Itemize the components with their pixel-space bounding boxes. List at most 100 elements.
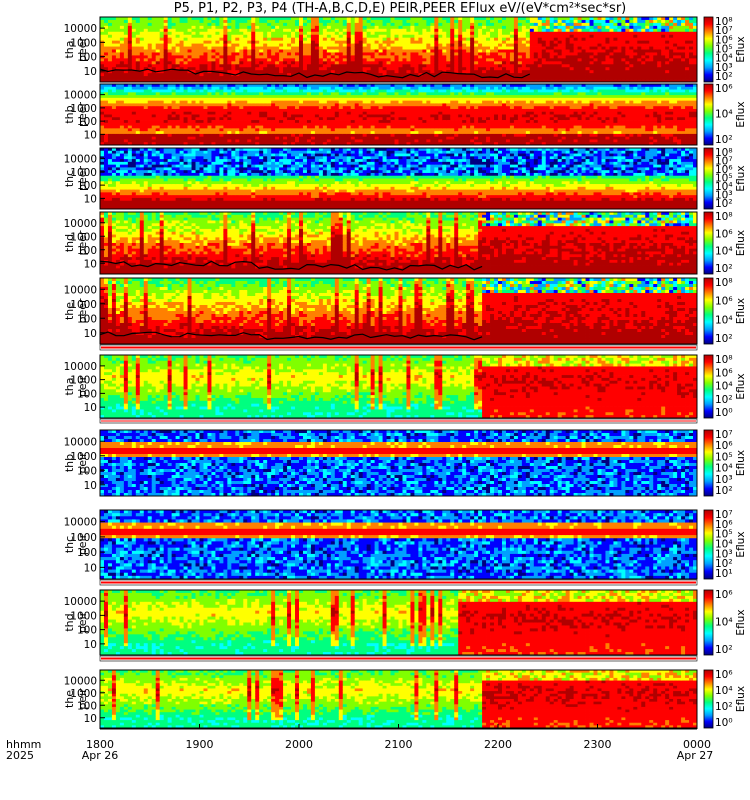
colorbar-tick-label: 10³ [715,62,733,74]
colorbar-label: Eflux [735,36,747,62]
y-tick-label: 1000 [70,610,97,622]
y-tick-label: 1000 [70,167,97,179]
colorbar-tick-label: 10⁴ [715,617,733,629]
panel-species-label: peer [76,230,89,256]
x-tick-label: 2100 [385,738,413,751]
panel-frame [99,277,698,345]
spectrogram-panel-thb-peir: thb peir 10000 1000 100 10 10⁷10⁶10⁵10⁴10³10²E… [63,429,747,497]
colorbar [703,589,714,656]
panel-frame [99,16,698,83]
colorbar-tick-label: 10¹ [715,568,733,580]
x-tick-label: 1800 [86,738,114,751]
colorbar-tick-label: 10⁶ [715,440,733,452]
colorbar-tick-label: 10⁸ [715,277,733,289]
colorbar-tick-label: 10⁶ [715,164,733,176]
colorbar [703,509,714,580]
colorbar-tick-label: 10³ [715,190,733,202]
panel-probe-label: thc [63,170,76,187]
colorbar-tick-label: 10² [715,263,733,275]
colorbar-tick-label: 10⁸ [715,211,733,223]
colorbar-label: Eflux [735,298,747,324]
panel-probe-label: tha [63,377,76,395]
y-tick-label: 10000 [64,154,97,166]
colorbar-tick-label: 10⁰ [715,407,733,419]
colorbar-tick-label: 10⁶ [715,296,733,308]
colorbar-tick-label: 10⁵ [715,44,733,56]
y-tick-label: 10000 [64,218,97,230]
panel-species-label: peir [76,452,89,474]
colorbar-tick-label: 10⁸ [715,147,733,159]
colorbar-tick-label: 10² [715,485,733,497]
y-tick-label: 100 [77,465,97,477]
panel-species-label: peir [76,533,89,555]
colorbar-tick-label: 10⁶ [715,83,733,95]
colorbar-tick-label: 10² [715,333,733,345]
y-tick-label: 100 [77,52,97,64]
y-tick-label: 1000 [70,299,97,311]
colorbar-tick-label: 10⁰ [715,717,733,729]
colorbar-label: Eflux [735,373,747,399]
x-tick-label: 0000 [683,738,711,751]
panel-probe-label: thd [63,234,76,252]
y-tick-label: 10 [84,129,97,141]
colorbar-tick-label: 10⁴ [715,314,733,326]
y-tick-label: 10 [84,258,97,270]
colorbar-tick-label: 10⁷ [715,509,733,521]
spectrogram-panel-thc-peir: thc peir 10000 1000 100 10 10⁷10⁶10⁵10⁴10³10²1… [63,509,747,580]
y-tick-label: 10 [84,713,97,725]
colorbar-tick-label: 10² [715,134,733,146]
colorbar [703,277,714,345]
y-tick-label: 10 [84,402,97,414]
panel-probe-label: thb [63,454,76,472]
colorbar-tick-label: 10⁶ [715,669,733,681]
y-tick-label: 10 [84,480,97,492]
y-tick-label: 1000 [70,103,97,115]
colorbar [703,669,714,729]
panel-probe-label: thc [63,536,76,553]
panel-species-label: peir [76,688,89,710]
colorbar-label: Eflux [735,230,747,256]
x-tick-label: 1900 [186,738,214,751]
y-tick-label: 100 [77,625,97,637]
colorbar-tick-label: 10⁵ [715,529,733,541]
x-tick-label: 2000 [285,738,313,751]
y-tick-label: 1000 [70,532,97,544]
y-tick-label: 10000 [64,361,97,373]
y-tick-label: 10 [84,66,97,78]
colorbar-tick-label: 10³ [715,548,733,560]
panel-species-label: peer [76,102,89,128]
y-tick-label: 10 [84,639,97,651]
colorbar-tick-label: 10⁴ [715,181,733,193]
y-tick-label: 1000 [70,375,97,387]
time-row-label: hhmm [6,738,41,751]
colorbar-tick-label: 10⁴ [715,381,733,393]
panel-probe-label: thd [63,613,76,631]
colorbar-label: Eflux [735,450,747,476]
y-tick-label: 10000 [64,675,97,687]
colorbar-label: Eflux [735,686,747,712]
colorbar-tick-label: 10⁴ [715,463,733,475]
colorbar-tick-label: 10⁶ [715,589,733,601]
y-tick-label: 100 [77,116,97,128]
y-tick-label: 10 [84,328,97,340]
year-row-label: 2025 [6,749,34,762]
colorbar-label: Eflux [735,101,747,127]
colorbar-tick-label: 10⁸ [715,16,733,28]
panel-frame [99,429,698,497]
colorbar-tick-label: 10⁶ [715,519,733,531]
page-title: P5, P1, P2, P3, P4 (TH-A,B,C,D,E) PEIR,P… [100,1,700,16]
y-tick-label: 100 [77,700,97,712]
y-tick-label: 1000 [70,37,97,49]
panel-probe-label: thb [63,105,76,123]
colorbar-tick-label: 10⁵ [715,173,733,185]
panel-species-label: peer [76,298,89,324]
colorbar-tick-label: 10⁷ [715,25,733,37]
y-tick-label: 10000 [64,23,97,35]
y-tick-label: 10000 [64,436,97,448]
start-date-label: Apr 26 [82,749,119,762]
